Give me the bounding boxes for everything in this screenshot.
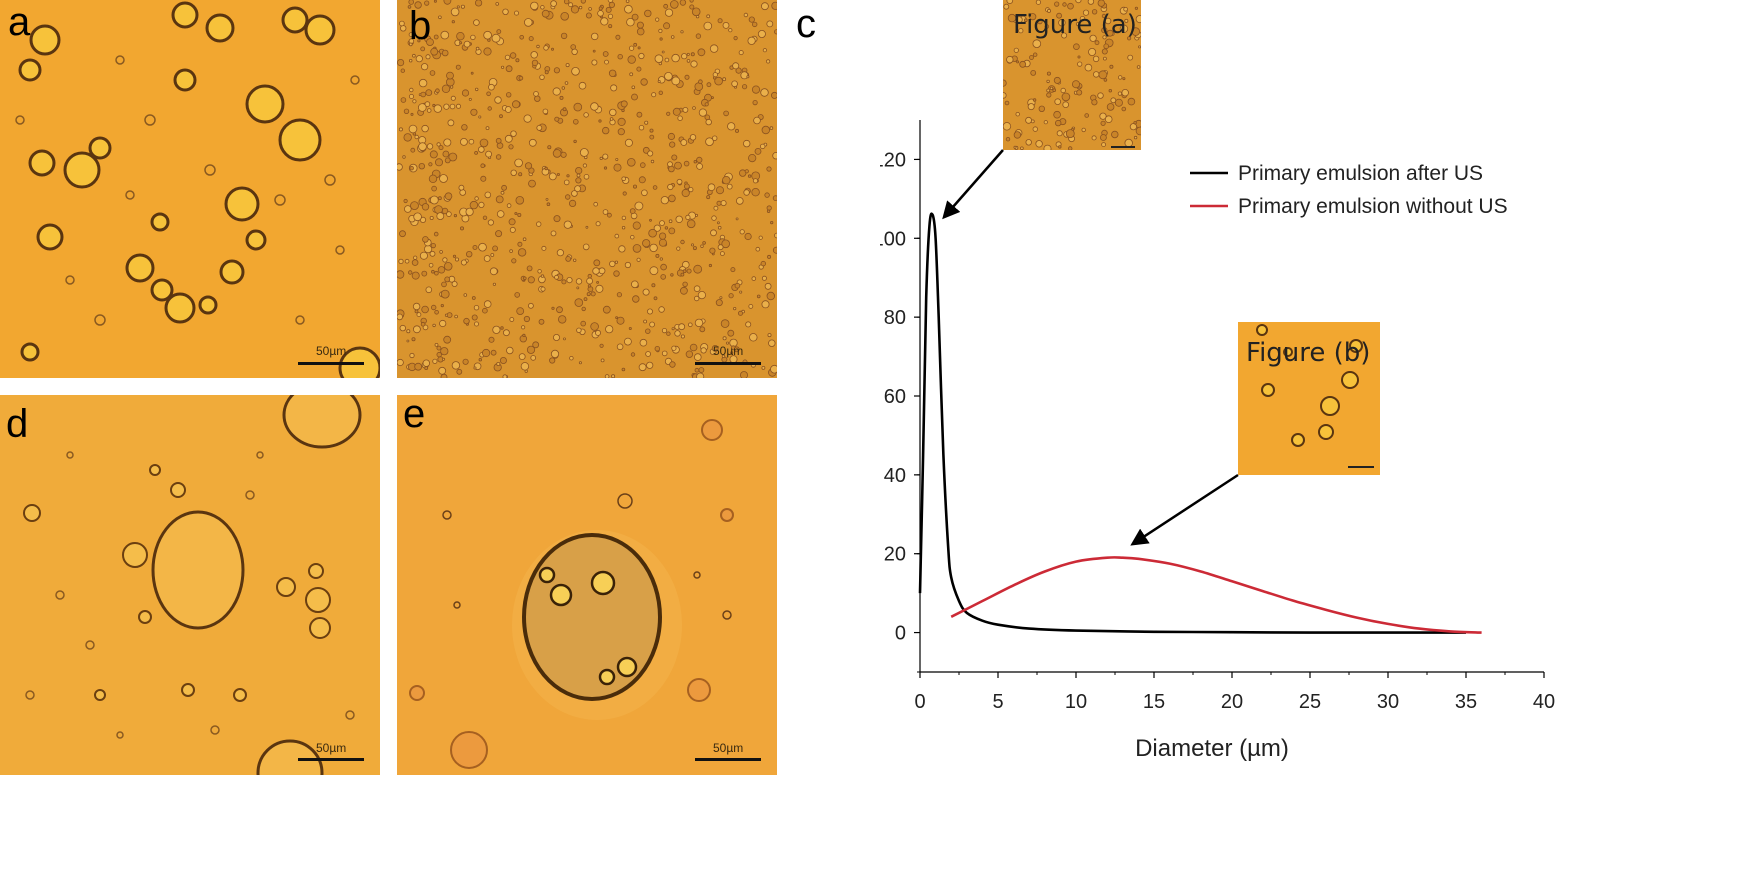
x-tick-label: 5 xyxy=(992,691,1003,713)
inset-figure-a-image xyxy=(1003,0,1141,150)
y-tick-label: 20 xyxy=(884,544,906,566)
micrograph-d-image xyxy=(0,395,380,775)
scale-bar-e xyxy=(695,758,761,761)
annotation-arrow-bottom xyxy=(1130,473,1239,546)
x-tick-label: 35 xyxy=(1455,691,1477,713)
inset-figure-b-title: Figure (b) xyxy=(1246,338,1371,368)
x-axis-title: Diameter (µm) xyxy=(1135,735,1289,762)
scale-label-a: 50µm xyxy=(316,344,347,358)
scale-label-e: 50µm xyxy=(713,741,744,755)
micrograph-b-image xyxy=(397,0,777,378)
micrograph-e: 50µm xyxy=(397,395,777,775)
annotation-arrow-top xyxy=(942,149,1004,220)
micrograph-d: 50µm xyxy=(0,395,380,775)
y-tick-label: 0 xyxy=(895,623,906,645)
scale-bar-a xyxy=(298,362,364,365)
y-tick-label: 80 xyxy=(884,307,906,329)
y-tick-label: 120 xyxy=(880,149,906,171)
panel-label-e: e xyxy=(403,392,426,436)
scale-bar-b xyxy=(695,362,761,365)
micrograph-e-image xyxy=(397,395,777,775)
y-tick-label: 40 xyxy=(884,465,906,487)
legend-label-0: Primary emulsion after US xyxy=(1238,162,1483,185)
x-tick-label: 40 xyxy=(1533,691,1555,713)
inset-figure-a-title: Figure (a) xyxy=(1013,10,1137,40)
inset-figure-b: Figure (b) xyxy=(1238,322,1380,475)
micrograph-a-image xyxy=(0,0,380,378)
panel-label-a: a xyxy=(8,0,31,44)
x-tick-label: 15 xyxy=(1143,691,1165,713)
chart-c: 0 5 10 15 20 25 30 35 40 0 20 40 60 80 100 120 Diameter … xyxy=(880,120,1555,762)
inset-figure-a: Figure (a) xyxy=(1003,0,1141,150)
panel-label-b: b xyxy=(409,4,432,48)
x-tick-label: 10 xyxy=(1065,691,1087,713)
scale-bar-d xyxy=(298,758,364,761)
x-tick-label: 0 xyxy=(914,691,925,713)
scale-label-b: 50µm xyxy=(713,344,744,358)
panel-label-c: c xyxy=(796,2,816,46)
y-tick-label: 100 xyxy=(880,228,906,250)
series-line-1 xyxy=(950,556,1482,634)
inset-figure-b-image xyxy=(1238,322,1380,475)
legend-label-1: Primary emulsion without US xyxy=(1238,195,1508,218)
x-tick-label: 30 xyxy=(1377,691,1399,713)
x-tick-label: 20 xyxy=(1221,691,1243,713)
micrograph-b: 50µm xyxy=(397,0,777,378)
series-line-0 xyxy=(918,212,1466,634)
panel-label-d: d xyxy=(6,402,29,446)
micrograph-a: 50µm xyxy=(0,0,380,378)
x-tick-label: 25 xyxy=(1299,691,1321,713)
y-tick-label: 60 xyxy=(884,386,906,408)
scale-label-d: 50µm xyxy=(316,741,347,755)
